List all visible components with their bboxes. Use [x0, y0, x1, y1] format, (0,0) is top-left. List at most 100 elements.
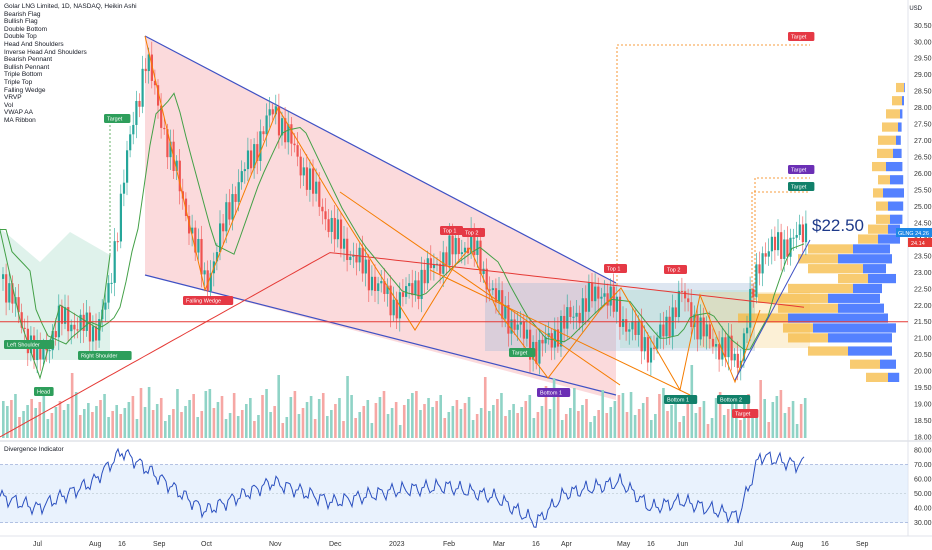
pattern-label-bg [732, 409, 759, 418]
indicator-item[interactable]: Bullish Pennant [4, 63, 50, 71]
osc-tick-label: 30.00 [914, 520, 932, 527]
indicator-item[interactable]: VRVP [4, 94, 22, 102]
candle-body [674, 307, 677, 318]
candle-body [237, 182, 240, 202]
candle-body [287, 124, 290, 143]
volume-bar [34, 408, 37, 438]
volume-bar [273, 406, 276, 438]
candle-body [169, 141, 172, 158]
candle-body [370, 276, 374, 291]
indicator-item[interactable]: Double Bottom [4, 25, 47, 33]
volume-bar [585, 399, 588, 438]
indicator-item[interactable]: Inverse Head And Shoulders [4, 48, 87, 56]
candle-body [274, 106, 277, 115]
volume-bar [589, 422, 592, 438]
candle-body [395, 299, 398, 319]
candle-body [783, 239, 786, 259]
candle-body [581, 298, 584, 324]
volume-bar [544, 386, 548, 438]
vrvp-bar-up [788, 313, 888, 323]
price-tick-label: 18.00 [914, 435, 932, 442]
candle-body [584, 298, 587, 312]
candle-body [54, 331, 57, 338]
volume-bar [439, 395, 442, 438]
candle-body [519, 321, 522, 325]
candle-body [336, 219, 339, 240]
candle-body [380, 281, 383, 284]
pattern-label: Right Shoulder [81, 354, 118, 360]
volume-bar [556, 397, 560, 438]
price-tick-label: 21.50 [914, 319, 932, 326]
time-tick-label: Apr [561, 541, 573, 548]
vrvp-bar-down [788, 333, 828, 343]
vrvp-bar-up [828, 333, 892, 343]
volume-bar [698, 407, 702, 438]
vrvp-bar-up [902, 96, 904, 106]
candle-body [746, 327, 749, 334]
indicator-item[interactable]: Triple Bottom [4, 71, 43, 79]
indicator-item[interactable]: VWAP AA [4, 109, 33, 117]
candle-body [405, 286, 408, 297]
vrvp-bar-down [738, 313, 788, 323]
volume-bar [629, 392, 633, 438]
candle-body [135, 100, 138, 125]
indicator-item[interactable]: Double Top [4, 33, 37, 41]
volume-bar [313, 419, 317, 438]
candle-body [144, 68, 147, 72]
candle-body [184, 198, 188, 216]
volume-bar [30, 399, 33, 438]
candle-body [773, 236, 777, 251]
volume-bar [111, 411, 114, 438]
candle-body [479, 240, 482, 275]
candle-body [662, 324, 665, 337]
volume-bar [654, 414, 657, 438]
indicator-item[interactable]: Bearish Pennant [4, 56, 53, 64]
pattern-label: Bottom 2 [720, 398, 742, 404]
price-tick-label: 26.00 [914, 171, 932, 178]
volume-bar [512, 404, 515, 438]
indicator-item[interactable]: Bullish Flag [4, 18, 38, 26]
volume-bar [236, 416, 240, 438]
vrvp-bar-down [872, 161, 886, 172]
volume-bar [471, 420, 475, 438]
candle-body [256, 144, 259, 162]
candle-body [361, 247, 364, 274]
candle-body [742, 333, 746, 361]
volume-bar [253, 421, 256, 438]
candle-body [253, 144, 256, 169]
candle-body [346, 238, 349, 261]
oscillator-line [0, 447, 805, 528]
vrvp-bar-down [758, 293, 828, 303]
candle-body [82, 314, 85, 331]
volume-bar [500, 393, 503, 438]
candle-body [705, 324, 708, 337]
indicator-item[interactable]: MA Ribbon [4, 116, 36, 124]
volume-bar [731, 403, 734, 438]
candle-body [389, 285, 392, 316]
candle-body [110, 282, 113, 284]
candle-body [770, 236, 773, 252]
candle-body [724, 337, 727, 358]
osc-tick-label: 50.00 [914, 491, 932, 498]
indicator-item[interactable]: Head And Shoulders [4, 40, 64, 48]
indicator-item[interactable]: Triple Top [4, 78, 33, 86]
candle-body [522, 321, 525, 339]
candle-body [460, 252, 463, 255]
volume-bar [771, 402, 775, 438]
volume-bar [147, 387, 151, 438]
indicator-item[interactable]: Bearish Flag [4, 10, 41, 18]
indicator-item[interactable]: Falling Wedge [4, 86, 46, 94]
osc-tick-label: 70.00 [914, 462, 932, 469]
volume-bar [795, 424, 799, 438]
candle-body [160, 105, 163, 128]
candle-body [566, 307, 569, 329]
candle-body [197, 238, 200, 253]
candle-body [299, 156, 302, 176]
oscillator-title: Divergence Indicator [4, 446, 64, 453]
vrvp-bar-down [886, 109, 900, 119]
vrvp-bar-up [890, 214, 903, 224]
candle-body [271, 109, 274, 115]
indicator-item[interactable]: Vol [4, 101, 14, 109]
volume-bar [66, 404, 70, 438]
